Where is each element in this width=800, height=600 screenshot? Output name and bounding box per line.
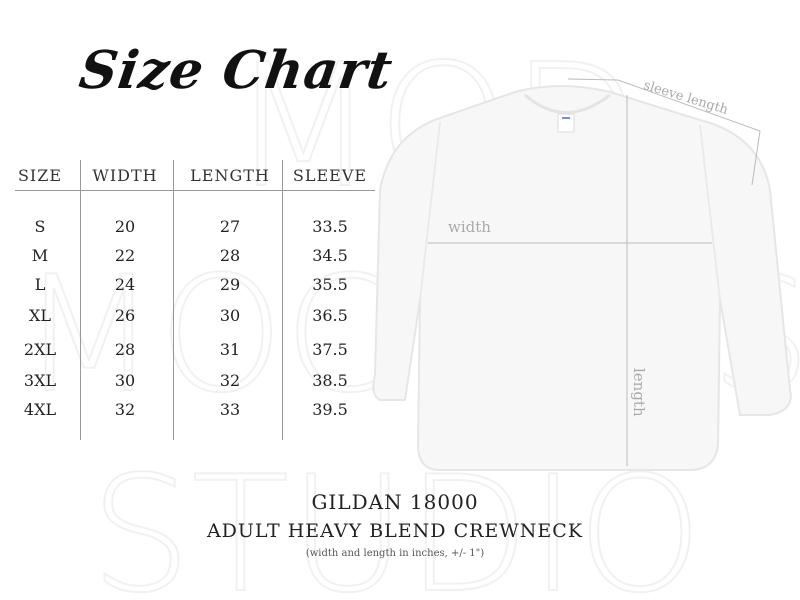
table-cell: 24: [114, 275, 136, 294]
table-cell: S: [34, 217, 46, 236]
table-cell: 4XL: [23, 400, 57, 419]
header-width: WIDTH: [92, 166, 158, 185]
page-title: Size Chart: [75, 40, 397, 101]
table-cell: 31: [219, 340, 241, 359]
table-cell: XL: [28, 306, 51, 325]
product-name: ADULT HEAVY BLEND CREWNECK: [206, 520, 584, 542]
table-cell: 20: [114, 217, 136, 236]
column-divider: [282, 160, 283, 440]
table-cell: 29: [219, 275, 241, 294]
table-cell: 30: [114, 371, 136, 390]
table-cell: 39.5: [312, 400, 348, 419]
table-cell: 35.5: [312, 275, 348, 294]
table-cell: 36.5: [312, 306, 348, 325]
table-cell: 32: [114, 400, 136, 419]
product-brand: GILDAN 18000: [311, 490, 479, 514]
table-cell: 33.5: [312, 217, 348, 236]
table-cell: 2XL: [23, 340, 57, 359]
header-divider: [15, 190, 375, 191]
header-length: LENGTH: [190, 166, 270, 185]
header-sleeve: SLEEVE: [292, 166, 368, 185]
length-guide-label: length: [630, 368, 648, 417]
column-divider: [173, 160, 174, 440]
table-cell: 3XL: [23, 371, 57, 390]
table-cell: 28: [114, 340, 136, 359]
table-cell: 32: [219, 371, 241, 390]
table-cell: 34.5: [312, 246, 348, 265]
width-guide-label: width: [448, 218, 491, 236]
table-cell: L: [34, 275, 46, 294]
table-cell: 22: [114, 246, 136, 265]
column-divider: [80, 160, 81, 440]
table-cell: M: [31, 246, 49, 265]
table-cell: 37.5: [312, 340, 348, 359]
table-cell: 27: [219, 217, 241, 236]
table-cell: 33: [219, 400, 241, 419]
table-cell: 26: [114, 306, 136, 325]
table-cell: 38.5: [312, 371, 348, 390]
product-note: (width and length in inches, +/- 1"): [305, 548, 485, 559]
header-size: SIZE: [17, 166, 63, 185]
table-cell: 28: [219, 246, 241, 265]
table-cell: 30: [219, 306, 241, 325]
